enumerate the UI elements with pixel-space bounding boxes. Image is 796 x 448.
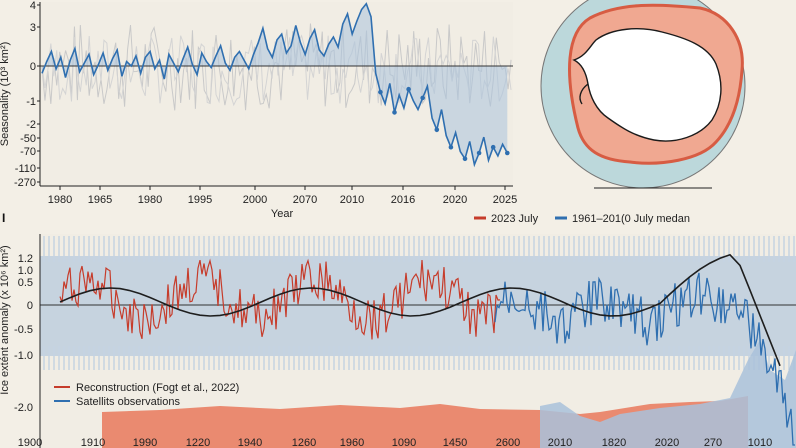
top-x-tick-label: 2070 (293, 194, 317, 206)
bottom-x-tick-label: 1990 (133, 437, 157, 448)
bottom-x-tick-label: 1010 (748, 437, 772, 448)
legend-label-satellite: Satellits observations (76, 396, 180, 408)
bottom-smoothed-line (59, 253, 781, 367)
top-x-tick-label: 2016 (391, 194, 415, 206)
bottom-y-tick-label: 1.0 (18, 265, 33, 277)
top-y-ticks: 4 3 0 -1 -2 -50-70 -110 -270 (14, 0, 40, 189)
bottom-x-tick-label: 1910 (81, 437, 105, 448)
bottom-x-tick-label: 2010 (548, 437, 572, 448)
bottom-y-tick-label: -0.5 (14, 324, 33, 336)
top-chart: 4 3 0 -1 -2 -50-70 -110 -270 1980 1965 1980 1995 20… (0, 0, 517, 220)
top-x-tick-label: 2020 (443, 194, 467, 206)
antarctica-map-inset (540, 0, 746, 189)
bottom-hatch-pattern (43, 236, 795, 370)
top-data-point (378, 89, 383, 95)
bottom-y-tick-label: 1.2 (18, 253, 33, 265)
legend-label-median: 1961–201(0 July medan (572, 213, 690, 225)
bottom-x-tick-label: 1820 (602, 437, 626, 448)
top-data-point (490, 144, 496, 150)
top-x-tick-label: 1965 (88, 194, 112, 206)
top-data-point (476, 150, 482, 156)
bottom-x-tick-label: 270 (704, 437, 722, 448)
bottom-y-tick-label: -1.0 (14, 350, 33, 362)
top-data-point (406, 86, 411, 92)
top-y-tick-label: -2 (26, 119, 36, 131)
bottom-y-tick-label: -2.0 (14, 402, 33, 414)
bottom-x-tick-label: 1090 (392, 437, 416, 448)
top-series-fill (42, 3, 508, 165)
top-data-point (448, 144, 454, 150)
top-x-ticks: 1980 1965 1980 1995 2000 2070 2010 2016 2020 2025 (48, 186, 517, 206)
top-y-tick-label: -1 (26, 96, 36, 108)
map-peninsula (579, 83, 589, 105)
top-x-tick-label: 2025 (493, 194, 517, 206)
bottom-x-tick-label: 2020 (655, 437, 679, 448)
bottom-x-tick-label: 1900 (18, 437, 42, 448)
bottom-x-tick-label: 1960 (340, 437, 364, 448)
top-data-point (505, 150, 510, 156)
bottom-satellite-line (494, 272, 795, 446)
bottom-satellite-area (540, 340, 796, 448)
bottom-reconstruction-line (59, 258, 501, 340)
top-y-tick-label: -270 (14, 177, 36, 189)
top-y-axis-label: Seasonality (10³ km²) (0, 42, 11, 147)
top-y-tick-label: -110 (15, 163, 36, 175)
top-x-axis-label: Year (271, 208, 294, 220)
bottom-y-axis-label: Ice extént anomaly (x 10⁶ km²) (0, 245, 11, 394)
top-x-tick-label: 1995 (188, 194, 212, 206)
bottom-chart: 1.21.00.50-0.5-1.0-2.0 1900 1910 1990 1220 1… (0, 234, 796, 448)
top-data-point (434, 127, 440, 133)
bottom-x-tick-label: 2600 (496, 437, 520, 448)
top-data-point (420, 95, 426, 101)
top-data-point (392, 110, 397, 115)
bottom-x-tick-label: 1450 (443, 437, 467, 448)
top-y-tick-label: -70 (20, 146, 36, 158)
legend-label-reconstruction: Reconstruction (Fogt et al., 2022) (76, 382, 239, 394)
top-data-point (462, 156, 468, 162)
bottom-x-tick-label: 1940 (238, 437, 262, 448)
bottom-y-ticks: 1.21.00.5 0 -0.5 -1.0 -2.0 (14, 253, 33, 414)
top-legend: 2023 July 1961–201(0 July medan (474, 213, 690, 225)
legend-label-2023: 2023 July (491, 213, 539, 225)
map-antarctica-landmass (572, 28, 722, 142)
bottom-x-tick-label: 1260 (292, 437, 316, 448)
top-x-tick-label: 1980 (48, 194, 72, 206)
top-series-markers (378, 86, 510, 162)
top-series-line (41, 2, 509, 168)
top-y-tick-label: 4 (30, 0, 36, 12)
bottom-x-ticks: 1900 1910 1990 1220 1940 1260 1960 1090 1450 2600… (18, 437, 772, 448)
top-x-tick-label: 2010 (340, 194, 364, 206)
bottom-y-tick-label: 0 (27, 300, 33, 312)
top-x-tick-label: 2000 (243, 194, 267, 206)
top-y-tick-label: 3 (30, 22, 36, 34)
bottom-y-tick-label: 0.5 (18, 277, 33, 289)
panel-letter: I (2, 211, 5, 225)
top-y-tick-label: -50 (20, 133, 36, 145)
top-x-tick-label: 1980 (138, 194, 162, 206)
top-y-tick-label: 0 (30, 61, 36, 73)
bottom-x-tick-label: 1220 (186, 437, 210, 448)
